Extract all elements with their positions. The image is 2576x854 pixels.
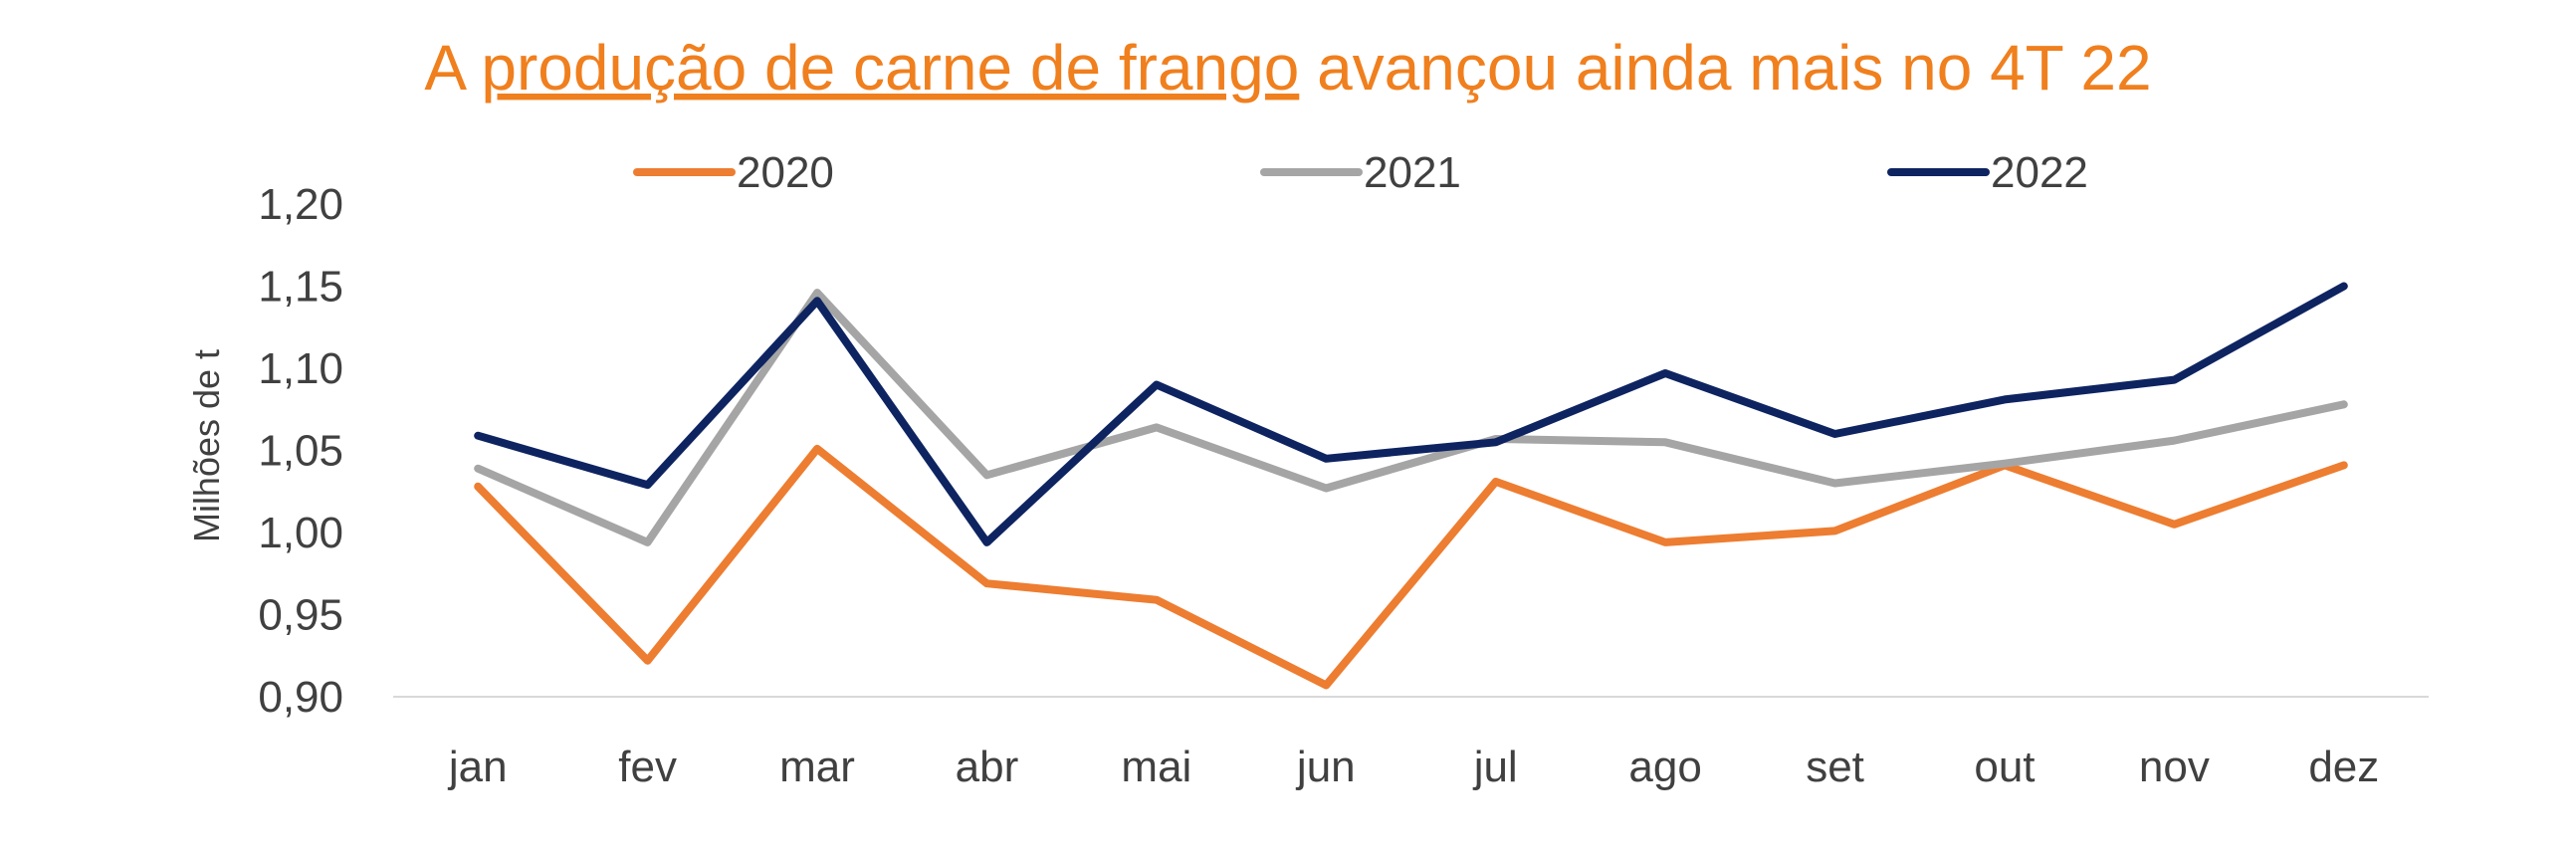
y-tick-label: 1,00 bbox=[258, 509, 343, 557]
legend-label-2021: 2021 bbox=[1364, 148, 1461, 197]
y-tick-label: 1,20 bbox=[258, 180, 343, 229]
chart-title-part-1: A bbox=[424, 32, 481, 104]
chart-title: A produção de carne de frango avançou ai… bbox=[424, 32, 2151, 104]
y-tick-label: 0,95 bbox=[258, 591, 343, 640]
series-line-2020 bbox=[474, 444, 2348, 690]
chart-title-part-3: avançou ainda mais no 4T 22 bbox=[1299, 32, 2151, 104]
legend-label-2022: 2022 bbox=[1991, 148, 2088, 197]
series-line-2022 bbox=[474, 282, 2348, 546]
x-tick-label: jun bbox=[1295, 743, 1356, 791]
y-tick-label: 1,05 bbox=[258, 427, 343, 476]
chart-title-part-2: produção de carne de frango bbox=[481, 32, 1299, 104]
x-axis-ticks: jan fev mar abr mai jun jul ago set out nov dez bbox=[447, 743, 2379, 791]
x-tick-label: abr bbox=[956, 743, 1019, 791]
y-tick-label: 0,90 bbox=[258, 673, 343, 722]
series-line-2021 bbox=[474, 289, 2348, 546]
y-tick-label: 1,15 bbox=[258, 263, 343, 312]
series-lines bbox=[474, 282, 2348, 690]
x-tick-label: mai bbox=[1121, 743, 1191, 791]
x-tick-label: set bbox=[1806, 743, 1864, 791]
y-axis-label: Milhões de t bbox=[186, 349, 227, 542]
y-tick-label: 1,10 bbox=[258, 344, 343, 393]
x-tick-label: jul bbox=[1472, 743, 1518, 791]
legend-label-2020: 2020 bbox=[737, 148, 834, 197]
y-axis-ticks: 1,20 1,15 1,10 1,05 1,00 0,95 0,90 bbox=[258, 180, 343, 722]
x-tick-label: dez bbox=[2308, 743, 2379, 791]
x-tick-label: jan bbox=[447, 743, 508, 791]
x-tick-label: nov bbox=[2139, 743, 2210, 791]
x-tick-label: ago bbox=[1628, 743, 1701, 791]
x-tick-label: fev bbox=[618, 743, 677, 791]
legend: 2020 2021 2022 bbox=[633, 148, 2088, 197]
x-tick-label: mar bbox=[779, 743, 855, 791]
x-tick-label: out bbox=[1974, 743, 2035, 791]
